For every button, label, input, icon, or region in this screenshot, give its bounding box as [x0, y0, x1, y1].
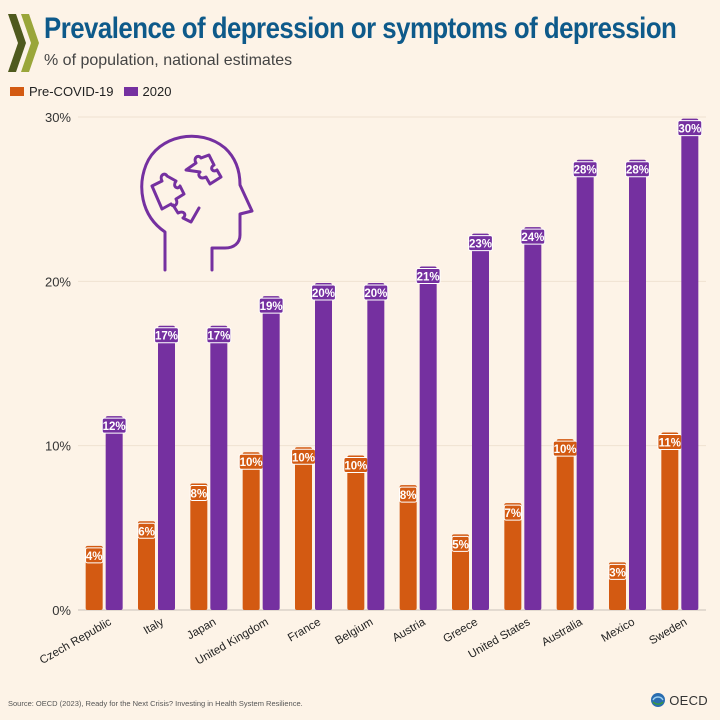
data-label-2020: 17% [207, 331, 230, 343]
chevrons-icon [8, 14, 39, 72]
data-label-box-pre-covid [451, 535, 470, 552]
data-label-2020: 28% [574, 165, 597, 177]
data-label-pre-covid: 11% [659, 438, 681, 450]
legend-item-pre-covid: Pre-COVID-19 [10, 84, 114, 99]
data-label-box-2020 [101, 417, 127, 434]
oecd-logo: OECD [650, 692, 708, 708]
data-label-box-2020 [154, 327, 179, 344]
bar-pre-covid [295, 447, 312, 610]
bar-2020 [262, 296, 280, 610]
bar-2020 [524, 227, 542, 610]
data-label-box-2020 [520, 228, 546, 245]
data-label-2020: 12% [103, 421, 126, 433]
data-label-2020: 20% [364, 288, 387, 300]
data-label-2020: 19% [260, 301, 283, 313]
y-tick-label: 20% [45, 274, 71, 289]
data-label-box-pre-covid [608, 563, 627, 580]
bar-pre-covid [661, 432, 679, 610]
data-label-box-2020 [363, 284, 389, 301]
bar-2020 [576, 159, 594, 610]
data-label-2020: 24% [521, 232, 544, 244]
bar-2020 [158, 325, 175, 610]
head-puzzle-icon [140, 134, 254, 272]
bar-2020 [629, 159, 646, 610]
data-label-pre-covid: 5% [452, 539, 469, 551]
data-label-2020: 21% [417, 272, 440, 284]
x-tick-label: Sweden [647, 616, 689, 647]
data-label-2020: 30% [678, 124, 701, 136]
oecd-globe-icon [651, 693, 666, 707]
x-tick-label: France [286, 616, 323, 644]
data-label-2020: 20% [312, 288, 335, 300]
bar-pre-covid [190, 483, 208, 610]
x-tick-label: Japan [185, 616, 218, 642]
data-label-pre-covid: 10% [344, 461, 367, 473]
bar-2020 [367, 282, 385, 610]
data-label-pre-covid: 8% [400, 490, 417, 502]
data-label-pre-covid: 4% [86, 551, 103, 563]
bar-2020 [315, 282, 332, 610]
x-tick-label: Austria [391, 616, 429, 645]
bar-2020 [472, 233, 489, 610]
x-tick-label: Greece [441, 616, 480, 645]
source-note: Source: OECD (2023), Ready for the Next … [8, 699, 303, 708]
page-title: Prevalence of depression or symptoms of … [44, 12, 677, 45]
y-tick-label: 0% [52, 603, 71, 618]
bar-2020 [419, 266, 437, 610]
oecd-logo-text: OECD [669, 692, 708, 708]
data-label-box-pre-covid [137, 522, 156, 539]
legend-swatch-2020 [123, 87, 138, 96]
y-tick-label: 10% [45, 439, 71, 454]
page-subtitle: % of population, national estimates [44, 52, 293, 69]
data-label-box-2020 [572, 161, 598, 178]
data-label-box-pre-covid [399, 486, 418, 503]
x-tick-label: Czech Republic [38, 616, 114, 667]
data-label-box-pre-covid [189, 484, 208, 501]
bar-2020 [681, 118, 699, 610]
bar-pre-covid [138, 521, 155, 610]
data-label-box-2020 [468, 235, 493, 252]
data-label-2020: 28% [626, 165, 649, 177]
data-label-box-2020 [415, 268, 441, 285]
chart-legend: Pre-COVID-19 2020 [10, 84, 181, 99]
bar-pre-covid [556, 439, 574, 610]
bar-pre-covid [452, 534, 469, 610]
x-tick-label: Mexico [599, 616, 637, 645]
data-label-pre-covid: 10% [240, 457, 263, 469]
data-label-box-2020 [206, 327, 232, 344]
bar-pre-covid [504, 503, 522, 610]
bar-pre-covid [242, 452, 260, 610]
data-label-box-pre-covid [85, 547, 104, 564]
bar-pre-covid [399, 485, 417, 610]
legend-label-2020: 2020 [142, 84, 172, 99]
data-label-box-2020 [677, 120, 703, 137]
legend-label-pre-covid: Pre-COVID-19 [29, 84, 114, 99]
data-label-pre-covid: 7% [505, 508, 522, 520]
bar-2020 [210, 325, 228, 610]
data-label-pre-covid: 10% [554, 444, 577, 456]
data-label-pre-covid: 6% [138, 526, 155, 538]
bar-2020 [105, 416, 123, 610]
x-tick-label: Belgium [333, 616, 375, 647]
data-label-pre-covid: 10% [292, 452, 315, 464]
x-tick-label: Australia [540, 616, 585, 649]
data-label-2020: 23% [469, 239, 492, 251]
x-tick-label: Italy [142, 616, 166, 637]
legend-swatch-pre-covid [10, 87, 24, 96]
data-label-box-pre-covid [503, 504, 522, 521]
legend-item-2020: 2020 [123, 84, 172, 99]
y-tick-label: 30% [45, 110, 71, 125]
data-label-pre-covid: 8% [191, 488, 208, 500]
data-label-box-2020 [625, 161, 650, 178]
bar-pre-covid [347, 455, 365, 610]
data-label-pre-covid: 3% [609, 567, 626, 579]
data-label-box-2020 [258, 297, 284, 314]
data-label-box-2020 [311, 284, 336, 301]
data-label-2020: 17% [155, 331, 178, 343]
